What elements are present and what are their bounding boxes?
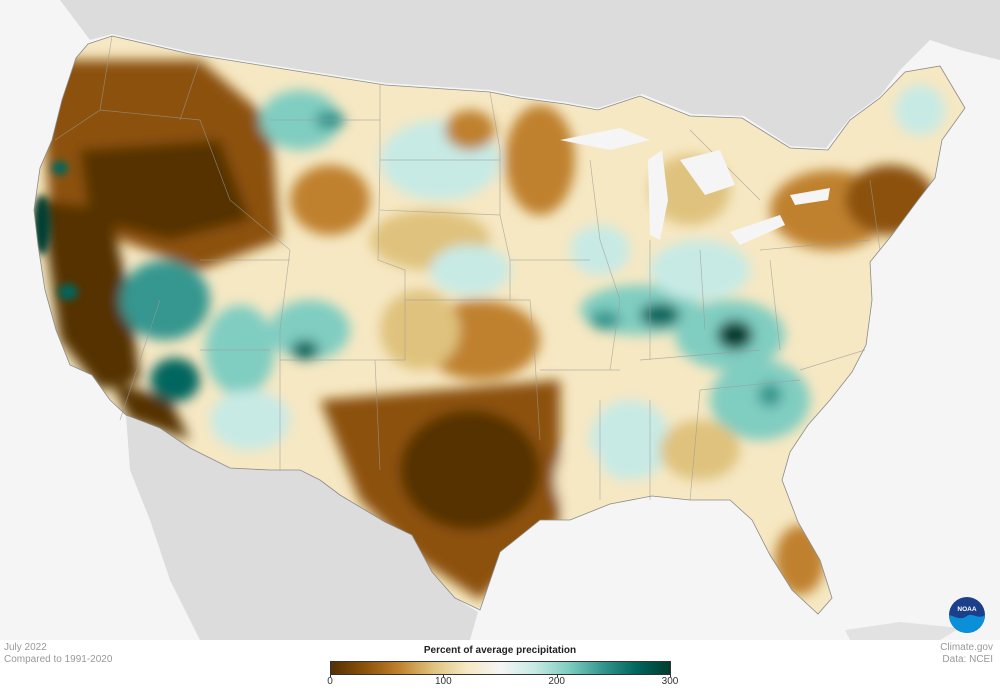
precipitation-map <box>33 0 1000 640</box>
date-info: July 2022 Compared to 1991-2020 <box>4 642 112 666</box>
mexico-landmass <box>126 415 478 640</box>
us-outline <box>33 35 966 615</box>
baseline-label: Compared to 1991-2020 <box>4 654 113 665</box>
noaa-logo: NOAA <box>948 596 986 634</box>
legend-title: Percent of average precipitation <box>423 645 577 656</box>
date-label: July 2022 <box>4 642 47 653</box>
footer: July 2022 Compared to 1991-2020 Percent … <box>0 640 1000 690</box>
legend-tick-mark <box>330 674 331 677</box>
legend-tick-label: 300 <box>661 676 679 687</box>
data-credit-label: Data: NCEI <box>942 654 993 665</box>
legend-color-bar <box>330 661 671 675</box>
state-boundaries <box>54 35 881 501</box>
map-canvas <box>33 0 1000 640</box>
legend-tick-mark <box>670 674 671 677</box>
cuba-bahamas-landmass <box>845 622 960 640</box>
credits: Climate.gov Data: NCEI <box>940 642 993 666</box>
legend-tick-label: 100 <box>434 676 452 687</box>
legend-tick-label: 0 <box>327 676 333 687</box>
great-lakes <box>560 128 830 245</box>
legend-tick-mark <box>443 674 445 677</box>
legend-tick-mark <box>556 674 558 677</box>
legend-tick-label: 200 <box>548 676 565 687</box>
noaa-emblem: NOAA <box>949 597 985 633</box>
noaa-logo-text: NOAA <box>957 606 976 613</box>
canada-landmass <box>60 0 1000 148</box>
source-label: Climate.gov <box>940 642 993 653</box>
